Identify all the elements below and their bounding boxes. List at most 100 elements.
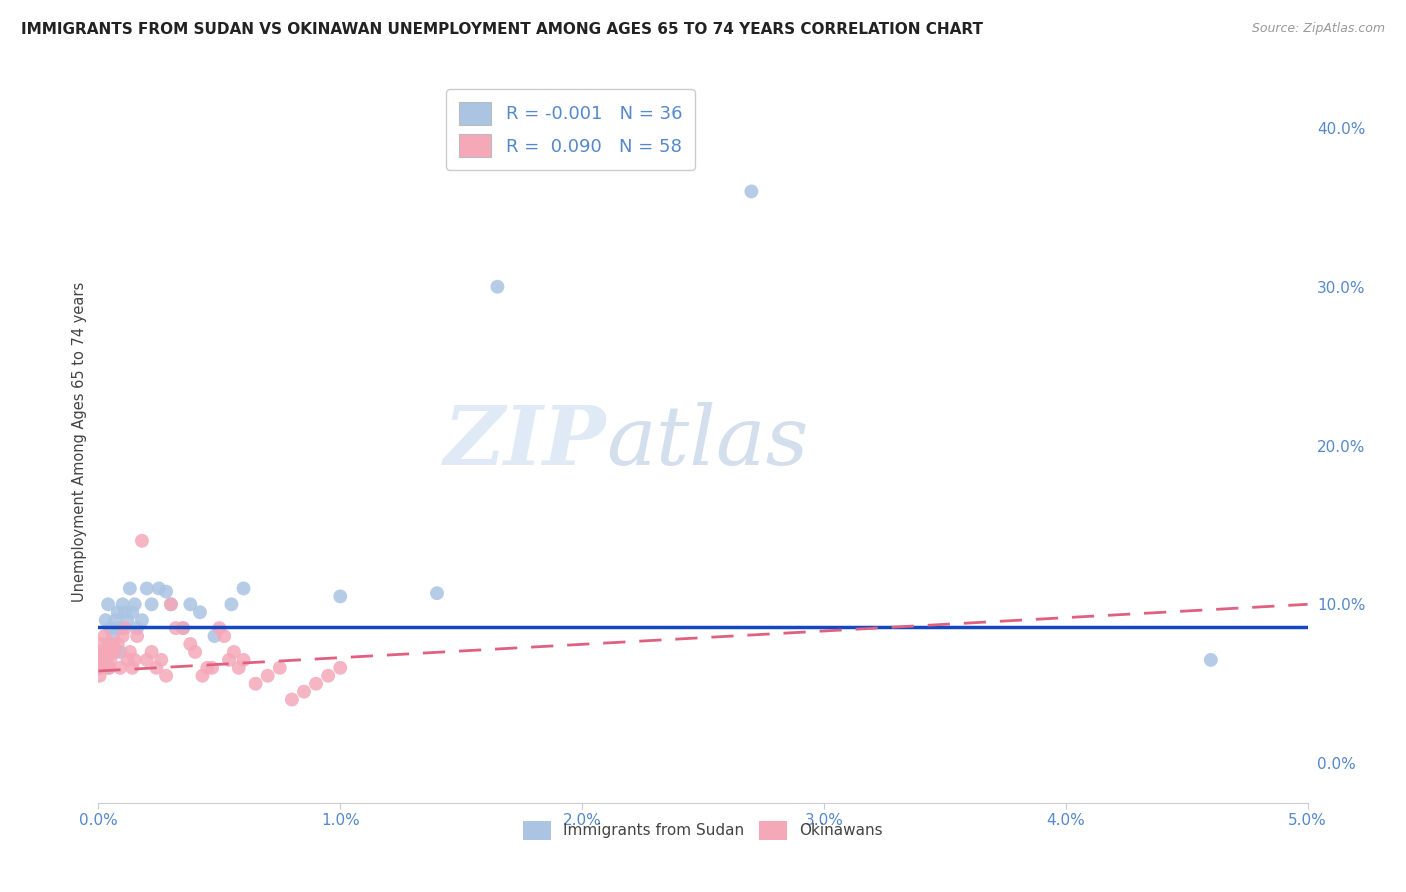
Point bbox=[135, 653, 157, 667]
Legend: Immigrants from Sudan, Okinawans: Immigrants from Sudan, Okinawans bbox=[517, 815, 889, 846]
Point bbox=[184, 645, 207, 659]
Point bbox=[141, 645, 163, 659]
Point bbox=[117, 613, 139, 627]
Point bbox=[91, 645, 114, 659]
Point bbox=[98, 661, 121, 675]
Point bbox=[172, 621, 194, 635]
Point bbox=[107, 621, 129, 635]
Point bbox=[87, 645, 110, 659]
Point bbox=[107, 605, 129, 619]
Point bbox=[94, 645, 117, 659]
Point bbox=[97, 637, 120, 651]
Point bbox=[91, 653, 114, 667]
Point bbox=[316, 669, 339, 683]
Point bbox=[121, 605, 143, 619]
Point bbox=[179, 597, 201, 611]
Point bbox=[87, 661, 110, 675]
Point bbox=[204, 629, 226, 643]
Point bbox=[221, 597, 243, 611]
Point bbox=[201, 661, 224, 675]
Point bbox=[486, 279, 509, 293]
Point bbox=[104, 613, 127, 627]
Point bbox=[232, 653, 254, 667]
Point bbox=[141, 597, 163, 611]
Point bbox=[228, 661, 250, 675]
Point bbox=[100, 637, 122, 651]
Point bbox=[124, 653, 146, 667]
Point bbox=[118, 645, 141, 659]
Point bbox=[131, 533, 153, 548]
Point bbox=[89, 645, 111, 659]
Point bbox=[87, 661, 110, 675]
Point bbox=[127, 629, 149, 643]
Point bbox=[93, 645, 115, 659]
Point bbox=[114, 605, 136, 619]
Point bbox=[90, 637, 112, 651]
Point bbox=[127, 621, 149, 635]
Point bbox=[269, 661, 291, 675]
Point bbox=[160, 597, 183, 611]
Point bbox=[245, 676, 267, 690]
Point bbox=[100, 645, 122, 659]
Point bbox=[191, 669, 214, 683]
Point bbox=[155, 669, 177, 683]
Point bbox=[111, 629, 134, 643]
Point bbox=[131, 613, 153, 627]
Point bbox=[222, 645, 245, 659]
Point bbox=[329, 661, 352, 675]
Point bbox=[172, 621, 194, 635]
Point bbox=[111, 621, 134, 635]
Point bbox=[155, 584, 177, 599]
Point bbox=[111, 597, 134, 611]
Point bbox=[104, 645, 127, 659]
Point bbox=[212, 629, 235, 643]
Point bbox=[135, 582, 157, 596]
Point bbox=[150, 653, 173, 667]
Point bbox=[97, 661, 120, 675]
Point bbox=[208, 621, 231, 635]
Point bbox=[195, 661, 218, 675]
Point bbox=[281, 692, 304, 706]
Point bbox=[90, 653, 112, 667]
Point bbox=[179, 637, 201, 651]
Point bbox=[100, 653, 122, 667]
Point bbox=[91, 645, 114, 659]
Y-axis label: Unemployment Among Ages 65 to 74 years: Unemployment Among Ages 65 to 74 years bbox=[72, 281, 87, 602]
Point bbox=[94, 613, 117, 627]
Text: IMMIGRANTS FROM SUDAN VS OKINAWAN UNEMPLOYMENT AMONG AGES 65 TO 74 YEARS CORRELA: IMMIGRANTS FROM SUDAN VS OKINAWAN UNEMPL… bbox=[21, 22, 983, 37]
Point bbox=[329, 590, 352, 604]
Point bbox=[100, 621, 122, 635]
Point bbox=[232, 582, 254, 596]
Point bbox=[148, 582, 170, 596]
Point bbox=[89, 653, 111, 667]
Point bbox=[426, 586, 449, 600]
Point bbox=[118, 582, 141, 596]
Point bbox=[108, 661, 131, 675]
Point bbox=[108, 645, 131, 659]
Point bbox=[160, 597, 183, 611]
Text: ZIP: ZIP bbox=[444, 401, 606, 482]
Text: Source: ZipAtlas.com: Source: ZipAtlas.com bbox=[1251, 22, 1385, 36]
Point bbox=[89, 669, 111, 683]
Point bbox=[165, 621, 187, 635]
Point bbox=[188, 605, 211, 619]
Point bbox=[1199, 653, 1222, 667]
Point bbox=[292, 684, 315, 698]
Point bbox=[114, 621, 136, 635]
Text: atlas: atlas bbox=[606, 401, 808, 482]
Point bbox=[117, 653, 139, 667]
Point bbox=[97, 597, 120, 611]
Point bbox=[218, 653, 240, 667]
Point bbox=[121, 661, 143, 675]
Point bbox=[89, 661, 111, 675]
Point bbox=[305, 676, 328, 690]
Point bbox=[124, 597, 146, 611]
Point bbox=[96, 653, 118, 667]
Point bbox=[101, 629, 124, 643]
Point bbox=[101, 637, 124, 651]
Point bbox=[93, 629, 115, 643]
Point bbox=[740, 185, 762, 199]
Point bbox=[107, 637, 129, 651]
Point bbox=[145, 661, 167, 675]
Point bbox=[256, 669, 278, 683]
